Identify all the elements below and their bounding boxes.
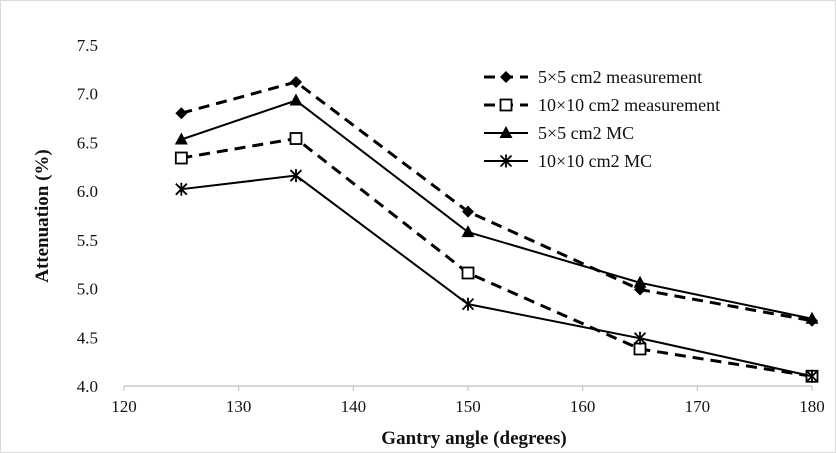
legend-item: 5×5 cm2 MC — [484, 123, 634, 143]
series-layer — [174, 76, 819, 383]
series-4 — [175, 169, 819, 383]
data-point-square — [174, 151, 188, 165]
series-3 — [174, 93, 819, 324]
data-point-triangle — [805, 311, 819, 324]
data-point-triangle — [174, 132, 188, 145]
data-point-square — [461, 266, 475, 280]
x-tick-label: 180 — [799, 397, 825, 416]
legend-item: 5×5 cm2 measurement — [484, 67, 702, 87]
y-tick-label: 4.0 — [77, 377, 98, 396]
data-point-square — [633, 342, 647, 356]
y-axis-title: Attenuation (%) — [32, 149, 53, 283]
axes: 120 130 140 150 160 170 180 4.0 4.5 5.0 5.5 6.0 6.5 7… — [77, 36, 825, 416]
legend-item: 10×10 cm2 MC — [484, 151, 652, 171]
x-tick-label: 150 — [455, 397, 481, 416]
data-point-diamond — [500, 71, 512, 83]
legend: 5×5 cm2 measurement 10×10 cm2 measurement… — [484, 67, 720, 171]
x-tick-label: 170 — [685, 397, 711, 416]
data-point-triangle — [461, 225, 475, 238]
y-tick-label: 5.0 — [77, 280, 98, 299]
data-point-square — [289, 132, 303, 145]
x-axis-title: Gantry angle (degrees) — [381, 428, 566, 449]
data-point-asterisk — [633, 331, 647, 345]
data-point-diamond — [175, 107, 188, 120]
legend-label: 10×10 cm2 measurement — [538, 95, 720, 115]
legend-label: 5×5 cm2 measurement — [538, 67, 702, 87]
x-tick-label: 120 — [111, 397, 137, 416]
x-tick-label: 140 — [341, 397, 367, 416]
data-point-asterisk — [175, 182, 188, 196]
data-point-diamond — [462, 205, 474, 218]
data-point-asterisk — [461, 297, 475, 311]
legend-item: 10×10 cm2 measurement — [484, 95, 720, 115]
data-point-triangle — [499, 126, 513, 138]
y-tick-label: 6.0 — [77, 182, 98, 201]
data-point-asterisk — [289, 169, 303, 183]
y-tick-label: 7.0 — [77, 85, 98, 104]
y-tick-label: 6.5 — [77, 133, 98, 152]
data-point-square — [499, 98, 513, 112]
data-point-asterisk — [805, 369, 819, 383]
data-point-triangle — [289, 93, 303, 106]
y-tick-label: 5.5 — [77, 231, 98, 250]
legend-label: 10×10 cm2 MC — [538, 151, 652, 171]
data-point-diamond — [290, 76, 302, 89]
data-point-triangle — [633, 275, 647, 288]
y-tick-label: 4.5 — [77, 328, 98, 347]
y-tick-label: 7.5 — [77, 36, 98, 55]
x-tick-label: 160 — [570, 397, 596, 416]
legend-label: 5×5 cm2 MC — [538, 123, 634, 143]
data-point-asterisk — [499, 154, 513, 168]
x-tick-label: 130 — [226, 397, 252, 416]
